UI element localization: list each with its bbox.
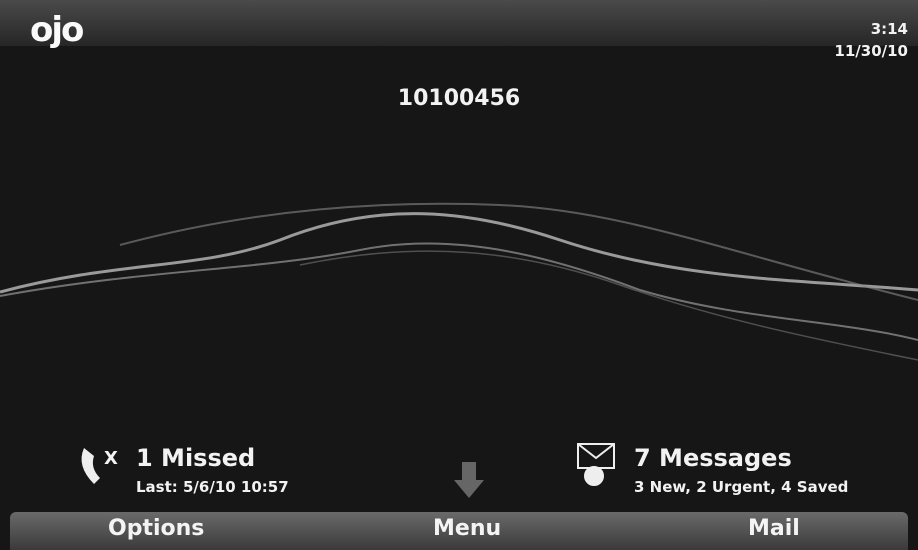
softkey-bar: Options Menu Mail (10, 512, 908, 550)
softkey[interactable]: Options (108, 516, 204, 541)
messages-title[interactable]: 7 Messages (634, 444, 792, 472)
date: 11/30/10 (834, 42, 908, 60)
phone-screen: ojo 3:14 11/30/10 10100456 X 1 Missed La… (0, 0, 918, 550)
phone-icon (82, 448, 100, 484)
time: 3:14 (871, 20, 908, 38)
logo: ojo (30, 10, 82, 50)
softkey[interactable]: Menu (433, 516, 501, 541)
missed-title[interactable]: 1 Missed (136, 444, 255, 472)
softkey[interactable]: Mail (748, 516, 800, 541)
missed-mark: X (104, 448, 118, 469)
mail-icon (578, 444, 614, 485)
down-arrow (454, 462, 484, 498)
missed-detail: Last: 5/6/10 10:57 (136, 478, 289, 496)
phone-number: 10100456 (0, 86, 918, 111)
status-bar: ojo (0, 0, 918, 46)
messages-detail: 3 New, 2 Urgent, 4 Saved (634, 478, 848, 496)
